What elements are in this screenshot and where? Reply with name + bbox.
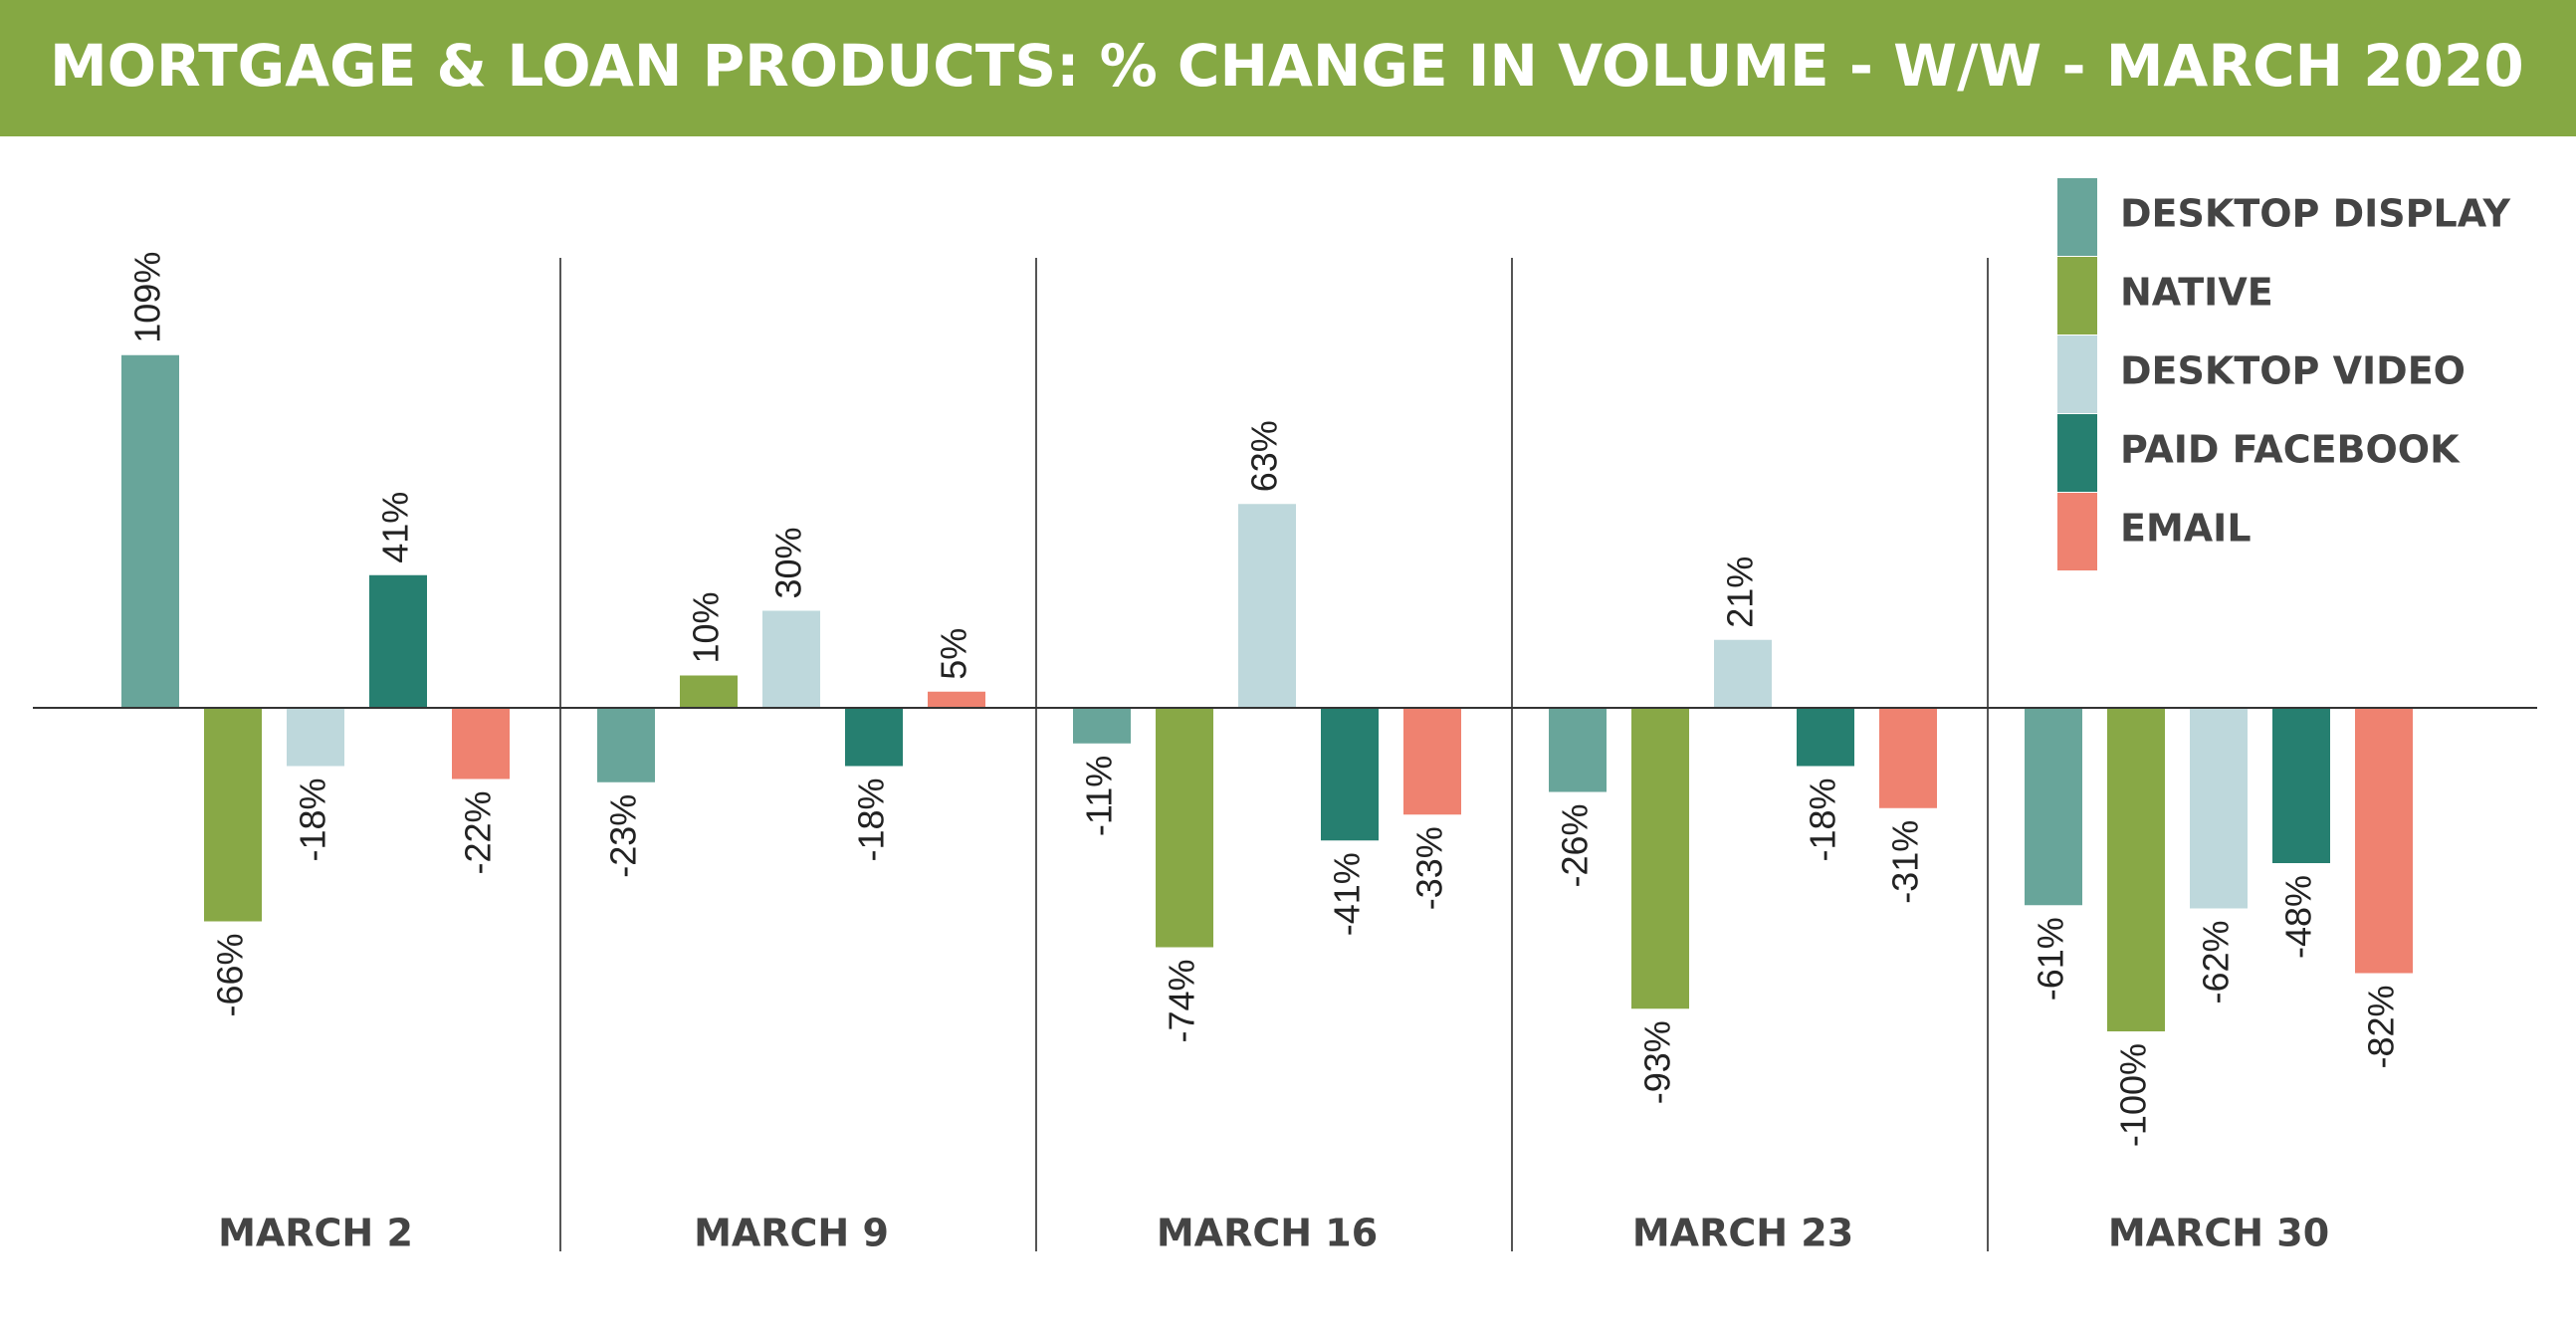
legend-label: DESKTOP DISPLAY <box>2120 192 2511 236</box>
legend-swatch <box>2057 414 2097 492</box>
bar <box>1631 708 1689 1009</box>
value-label: -100% <box>2113 1043 2154 1147</box>
value-label: -74% <box>1162 960 1202 1043</box>
bar <box>1403 708 1461 815</box>
legend-label: DESKTOP VIDEO <box>2120 349 2466 393</box>
legend-swatch <box>2057 178 2097 256</box>
legend-swatch <box>2057 257 2097 334</box>
x-tick-label: MARCH 9 <box>694 1212 889 1255</box>
value-label: 21% <box>1720 557 1761 628</box>
value-label: -31% <box>1885 820 1926 904</box>
value-label: 30% <box>768 527 809 598</box>
legend-label: PAID FACEBOOK <box>2120 428 2461 472</box>
legend-label: NATIVE <box>2120 271 2273 315</box>
value-label: -18% <box>293 779 333 862</box>
bar <box>2025 708 2082 906</box>
bar <box>1549 708 1607 792</box>
bar <box>1714 639 1772 708</box>
bar <box>2107 708 2165 1031</box>
x-tick-label: MARCH 23 <box>1632 1212 1853 1255</box>
value-label: -61% <box>2031 917 2071 1001</box>
bar <box>1797 708 1854 767</box>
value-label: 41% <box>375 492 416 563</box>
bar <box>2272 708 2330 863</box>
legend-swatch <box>2057 493 2097 570</box>
legend-label: EMAIL <box>2120 507 2252 551</box>
value-label: -93% <box>1637 1020 1678 1104</box>
value-label: -62% <box>2196 921 2237 1004</box>
bar <box>121 354 179 708</box>
bar <box>369 574 427 708</box>
legend-swatch <box>2057 335 2097 413</box>
x-tick-label: MARCH 2 <box>218 1212 413 1255</box>
bar <box>680 675 738 708</box>
value-label: -18% <box>1803 779 1843 862</box>
chart-title: MORTGAGE & LOAN PRODUCTS: % CHANGE IN VO… <box>50 32 2524 100</box>
value-label: -41% <box>1327 852 1368 936</box>
bar <box>1156 708 1213 948</box>
x-tick-label: MARCH 16 <box>1157 1212 1378 1255</box>
bar <box>1073 708 1131 744</box>
x-tick-label: MARCH 30 <box>2108 1212 2329 1255</box>
value-label: 5% <box>934 628 974 680</box>
bar <box>1879 708 1937 808</box>
bar <box>1238 504 1296 708</box>
value-label: -82% <box>2361 986 2402 1069</box>
value-label: 63% <box>1244 420 1285 492</box>
bar <box>452 708 510 780</box>
bar <box>845 708 903 767</box>
value-label: -18% <box>851 779 892 862</box>
value-label: 109% <box>127 252 168 343</box>
value-label: -26% <box>1555 804 1596 888</box>
value-label: -22% <box>458 791 499 875</box>
bar <box>762 610 820 708</box>
title-band <box>0 0 2576 136</box>
value-label: -66% <box>210 934 251 1017</box>
value-label: 10% <box>686 591 727 663</box>
bar <box>287 708 344 767</box>
bar <box>928 691 985 708</box>
bar <box>204 708 262 922</box>
value-label: -33% <box>1409 826 1450 910</box>
value-label: -23% <box>603 794 644 878</box>
bar <box>1321 708 1379 841</box>
bar <box>2355 708 2413 974</box>
bar <box>2190 708 2248 909</box>
bar <box>597 708 655 782</box>
value-label: -48% <box>2278 875 2319 959</box>
value-label: -11% <box>1079 756 1120 836</box>
